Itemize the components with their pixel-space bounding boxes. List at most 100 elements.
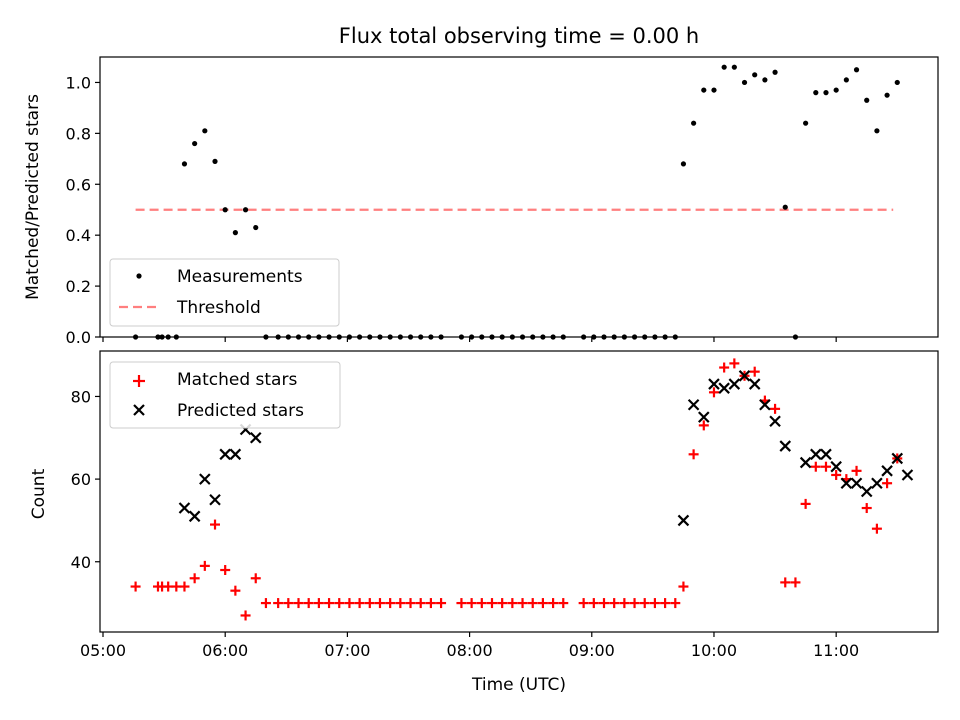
measurement-point [701, 87, 707, 93]
predicted-star-point [229, 448, 242, 461]
bottom-x-tick-label: 05:00 [80, 641, 126, 660]
measurement-point [884, 92, 890, 98]
measurement-point [192, 140, 198, 147]
predicted-star-point [728, 378, 741, 390]
top-y-tick-label: 0.6 [66, 175, 91, 194]
measurement-point [232, 230, 238, 236]
matched-star-point [324, 598, 335, 609]
matched-star-point [415, 598, 426, 609]
matched-star-point [240, 610, 251, 621]
top-legend: Measurements Threshold [109, 258, 340, 327]
matched-star-point [780, 577, 791, 588]
measurement-point [894, 79, 900, 86]
bottom-plot-frame [99, 350, 939, 633]
matched-star-point [729, 358, 740, 369]
predicted-star-point [687, 398, 700, 411]
matched-star-point [313, 598, 324, 609]
top-y-tick-label: 0.0 [66, 328, 91, 347]
matched-star-point [800, 498, 811, 509]
matched-star-point [851, 465, 862, 476]
matched-star-point [527, 598, 538, 609]
predicted-star-point [188, 510, 201, 523]
top-y-axis-label: Matched/Predicted stars [23, 94, 43, 300]
top-ticks: 0.0 0.2 0.4 0.6 0.8 1.0 [66, 73, 837, 347]
matched-star-point [425, 598, 436, 609]
matched-star-point [749, 366, 760, 377]
matched-star-point [210, 519, 221, 530]
predicted-star-point [708, 378, 720, 390]
measurement-point [181, 161, 188, 167]
top-plot-frame [99, 56, 939, 338]
predicted-star-point [840, 477, 853, 490]
measurement-point [741, 79, 748, 86]
matched-star-point [871, 523, 882, 534]
matched-star-point [629, 598, 640, 609]
top-y-tick-label: 0.8 [66, 124, 91, 143]
bottom-x-tick-label: 10:00 [691, 641, 737, 660]
measurements-legend-label: Measurements [177, 267, 303, 287]
predicted-star-point [199, 473, 211, 485]
bottom-y-tick-label: 40 [71, 553, 91, 572]
matched-star-point [688, 449, 699, 460]
top-panel: Flux total observing time = 0.00 h Match… [23, 24, 939, 347]
bottom-y-tick-label: 60 [71, 470, 91, 489]
measurement-point [823, 90, 829, 96]
predicted-star-point [901, 469, 914, 481]
matched-star-point [273, 598, 284, 609]
matched-star-point [130, 581, 141, 592]
matched-star-point [303, 598, 314, 609]
matched-star-point [405, 598, 416, 609]
matched-star-point [660, 598, 671, 609]
matched-star-point [334, 598, 345, 609]
measurement-point [253, 224, 259, 231]
matched-star-point [199, 560, 210, 571]
top-y-tick-label: 1.0 [66, 73, 91, 92]
measurement-point [874, 128, 880, 134]
predicted-star-point [810, 448, 822, 461]
predicted-star-point [779, 440, 792, 452]
measurement-point [731, 64, 737, 70]
measurement-point [782, 204, 788, 210]
matched-star-point [486, 598, 497, 609]
matched-star-point [179, 581, 190, 592]
x-axis-label: Time (UTC) [471, 675, 566, 695]
matched-stars-legend-label: Matched stars [177, 370, 297, 390]
predicted-star-point [769, 415, 781, 428]
predicted-star-point [820, 448, 832, 461]
bottom-y-axis-label: Count [29, 468, 49, 519]
matched-star-point [293, 598, 304, 609]
matched-star-point [189, 573, 200, 584]
top-y-tick-label: 0.4 [66, 226, 91, 245]
matched-star-point [770, 403, 781, 414]
bottom-y-tick-label: 80 [71, 387, 91, 406]
bottom-x-tick-label: 08:00 [447, 641, 493, 660]
measurement-point [813, 90, 819, 96]
matched-star-point [374, 598, 385, 609]
predicted-star-point [718, 382, 730, 394]
matched-star-point [466, 598, 477, 609]
measurement-point [680, 161, 687, 167]
matched-star-point [578, 598, 589, 609]
matched-star-point [354, 598, 365, 609]
predicted-star-point [799, 456, 812, 469]
measurement-point [242, 207, 249, 213]
matched-star-point [364, 598, 375, 609]
matched-star-point [456, 598, 467, 609]
matched-star-point [599, 598, 609, 609]
predicted-star-point [891, 452, 904, 465]
measurement-point [803, 120, 809, 126]
bottom-x-tick-label: 07:00 [324, 641, 370, 660]
matched-star-point [548, 598, 559, 609]
predicted-star-point [178, 502, 191, 514]
measurement-point [202, 128, 208, 134]
matched-star-point [537, 598, 548, 609]
predicted-star-point [738, 370, 751, 382]
predicted-star-point [209, 493, 221, 506]
measurement-point [711, 87, 717, 93]
predicted-star-point [249, 432, 262, 444]
measurements-points [132, 64, 900, 340]
matched-star-point [517, 598, 528, 609]
predicted-star-point [677, 514, 690, 527]
predicted-star-point [860, 485, 873, 498]
predicted-star-point [748, 378, 761, 390]
